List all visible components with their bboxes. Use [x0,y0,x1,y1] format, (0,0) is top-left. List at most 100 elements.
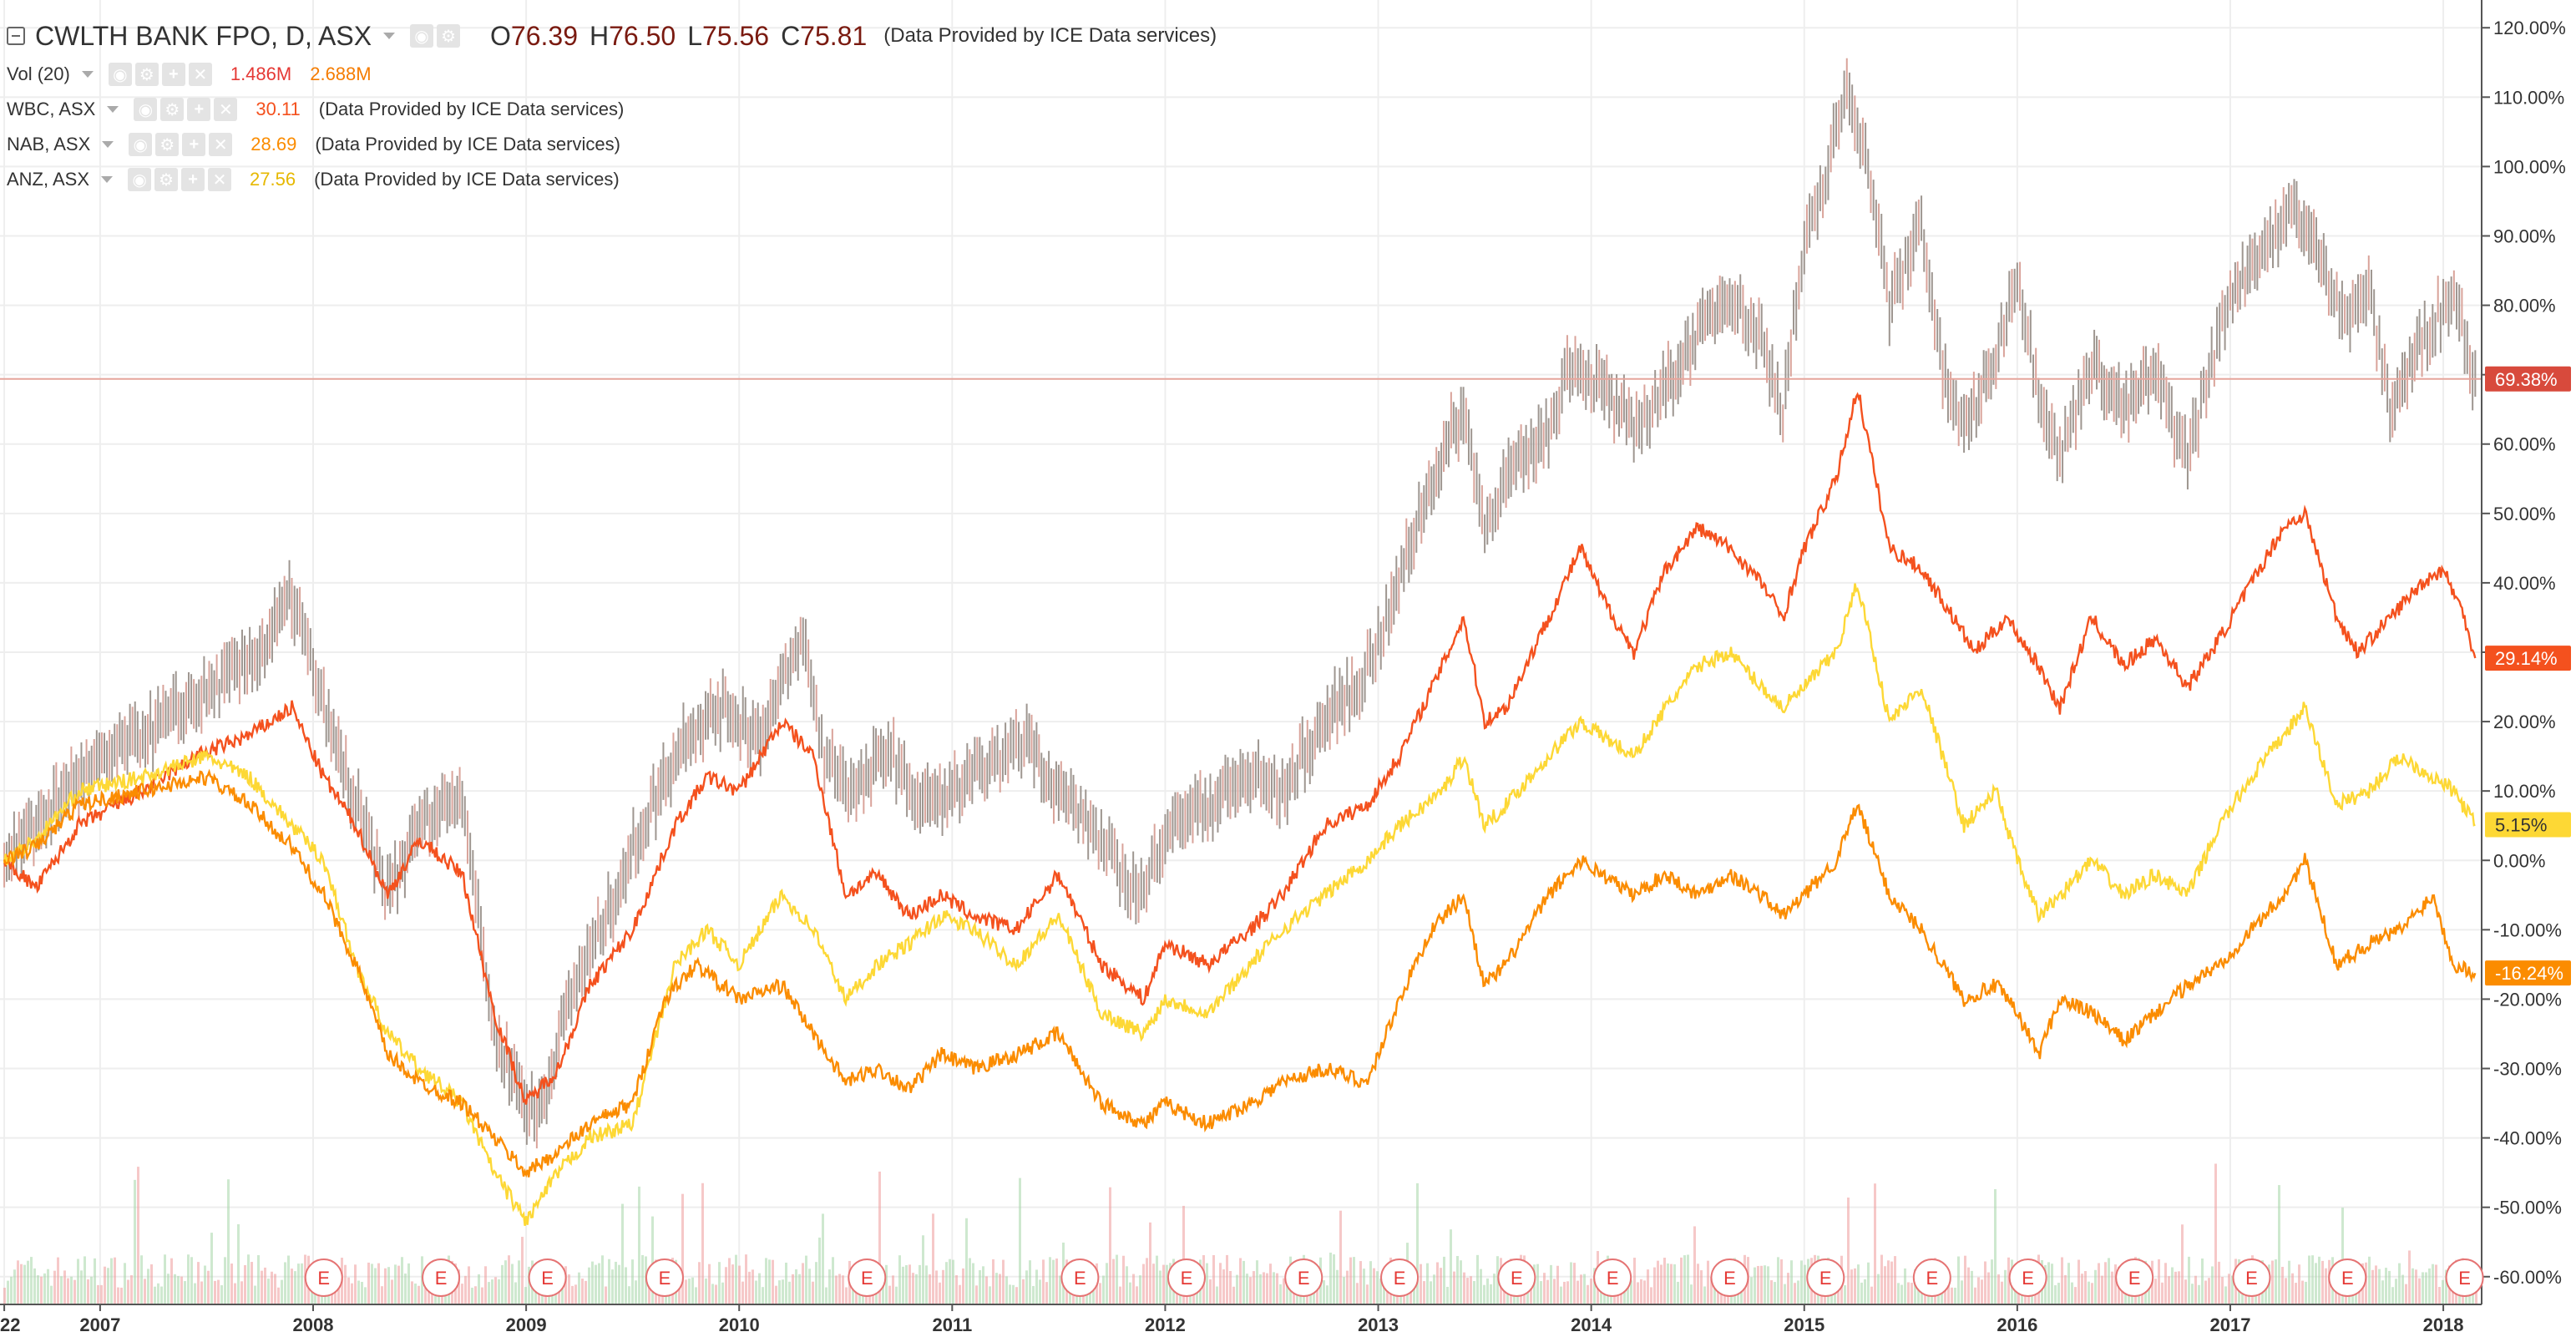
volume-bar [598,1263,600,1304]
gear-icon[interactable]: ⚙ [437,24,461,48]
chevron-down-icon[interactable] [102,141,114,148]
volume-bar [2101,1275,2103,1304]
volume-bar [110,1258,113,1304]
chevron-down-icon[interactable] [101,176,114,183]
close-icon[interactable]: ✕ [209,133,233,156]
volume-bar [1219,1263,1222,1304]
ohlc-close-value: 75.81 [800,20,868,51]
volume-bar [1957,1256,1960,1304]
chevron-down-icon[interactable] [81,71,94,78]
plus-icon[interactable]: + [187,98,211,121]
last-value-bg [2485,960,2571,986]
time-scale[interactable]: 22 2007 2008 2009 2010 2011 2012 2013 2014 2015 20… [0,1304,2576,1337]
gear-icon[interactable]: ⚙ [160,98,185,121]
volume-bar [1453,1271,1455,1304]
volume-bar [942,1269,944,1304]
price-tick-label: -30.00% [2493,1059,2562,1080]
plus-icon[interactable]: + [161,63,185,86]
gear-icon[interactable]: ⚙ [134,63,159,86]
compare-value: 30.11 [256,99,301,119]
earnings-circle [1284,1259,1323,1297]
volume-bar [271,1271,273,1304]
price-tick-label: 50.00% [2493,504,2556,524]
gear-icon[interactable]: ⚙ [155,133,180,156]
volume-bar [1470,1276,1472,1304]
volume-bar [1864,1279,1866,1304]
collapse-legend-icon[interactable] [7,27,25,45]
eye-icon[interactable]: ◉ [134,98,158,121]
volume-bar [124,1263,126,1304]
volume-bar [561,1276,564,1304]
volume-bar [752,1269,754,1304]
gear-icon[interactable]: ⚙ [154,168,179,191]
price-tick-label: -50.00% [2493,1198,2562,1218]
volume-bar [718,1262,721,1304]
volume-bar [1707,1260,1709,1304]
chevron-down-icon[interactable] [107,106,119,113]
volume-bar [1496,1256,1499,1304]
compare-title[interactable]: WBC, ASX [7,99,96,119]
close-icon[interactable]: ✕ [188,63,212,86]
price-tick-label: -60.00% [2493,1267,2562,1288]
ohlc-open-key: O [490,20,511,51]
eye-icon[interactable]: ◉ [128,168,152,191]
plus-icon[interactable]: + [181,168,205,191]
volume-bar [1263,1272,1265,1304]
volume-bar [1430,1281,1432,1304]
volume-bar [351,1283,353,1304]
volume-bar [277,1287,280,1304]
volume-title[interactable]: Vol (20) [7,63,70,84]
volume-bar [97,1284,99,1304]
volume-bar [1757,1265,1759,1304]
volume-bar [2098,1263,2100,1304]
last-value-tag: 29.14% [2485,646,2571,671]
volume-bar [174,1274,176,1304]
last-value-labels: 69.38% 29.14% 5.15% -16.24% [2485,366,2571,986]
volume-bar [818,1237,821,1304]
volume-bar [635,1280,637,1304]
volume-bar [377,1263,380,1304]
plus-icon[interactable]: + [182,133,206,156]
chevron-down-icon[interactable] [383,33,396,39]
time-tick-label: 2018 [2423,1314,2464,1335]
volume-bar [354,1264,357,1304]
volume-bar [63,1270,66,1304]
volume-bar [53,1270,56,1304]
compare-title[interactable]: ANZ, ASX [7,169,90,190]
volume-bar [878,1171,881,1304]
volume-bar [67,1278,69,1304]
series-buttons: ◉ ⚙ + ✕ [129,133,233,156]
volume-bar [1460,1260,1462,1304]
earnings-label: E [1074,1268,1086,1289]
ohlc-high-key: H [590,20,610,51]
volume-bar [1767,1266,1769,1304]
eye-icon[interactable]: ◉ [410,24,434,48]
volume-bar [1503,1284,1506,1304]
volume-bar [1112,1259,1115,1304]
volume-bar [2285,1278,2287,1304]
volume-bar [955,1275,958,1304]
volume-bar [1964,1255,1966,1304]
volume-bar [952,1259,954,1304]
time-tick-label: 2009 [506,1314,547,1335]
volume-bar [1025,1270,1028,1304]
eye-icon[interactable]: ◉ [129,133,153,156]
volume-bar [574,1284,577,1304]
close-icon[interactable]: ✕ [214,98,238,121]
series-line [3,583,2476,1226]
volume-bar [311,1284,313,1304]
volume-bar [888,1285,891,1304]
volume-bar [80,1270,83,1304]
volume-bar [2221,1277,2224,1304]
volume-bar [184,1281,186,1304]
volume-bar [2228,1274,2230,1304]
close-icon[interactable]: ✕ [208,168,232,191]
volume-bar [2108,1258,2110,1304]
compare-title[interactable]: NAB, ASX [7,134,91,154]
volume-bar [100,1284,103,1304]
main-symbol-title[interactable]: CWLTH BANK FPO, D, ASX [35,20,372,51]
eye-icon[interactable]: ◉ [108,63,132,86]
volume-bar [30,1257,33,1304]
volume-bar [915,1274,918,1304]
